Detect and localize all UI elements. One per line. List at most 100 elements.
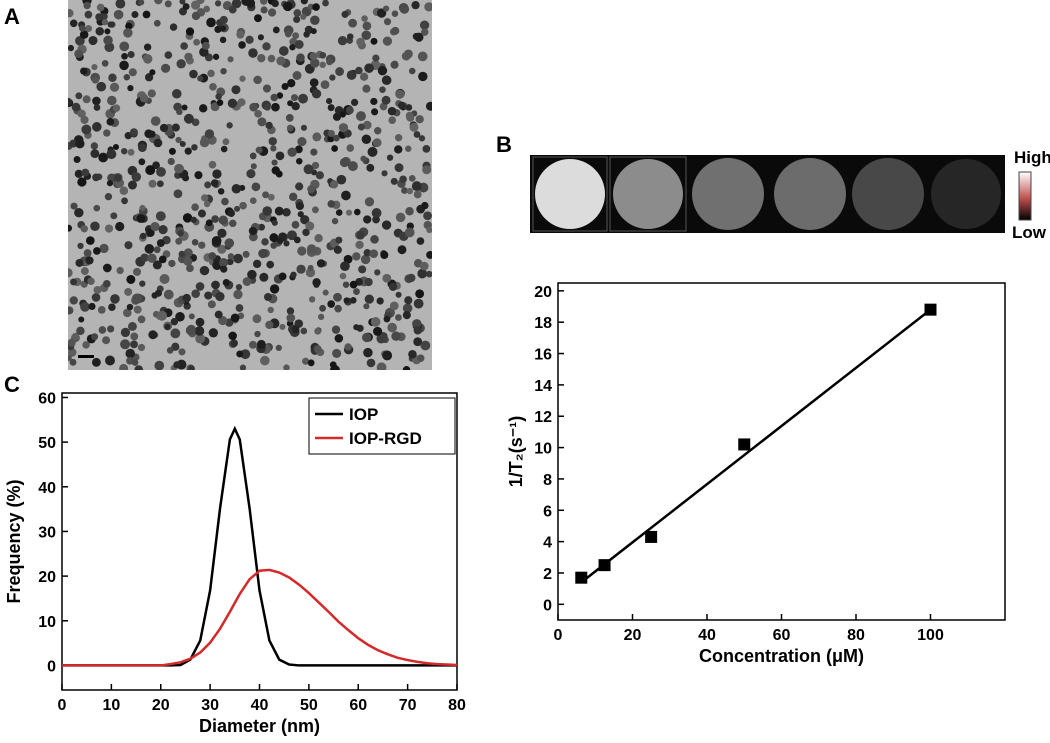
particle	[126, 274, 136, 284]
particle	[380, 250, 389, 259]
particle	[415, 115, 424, 124]
particle	[164, 323, 171, 330]
particle	[74, 49, 83, 58]
particle	[309, 78, 319, 87]
particle	[106, 149, 117, 160]
x-tick-label: 60	[349, 697, 367, 714]
y-tick-label: 30	[38, 524, 56, 541]
particle	[297, 246, 307, 256]
particle	[279, 323, 286, 330]
particle	[219, 15, 228, 25]
particle	[394, 145, 403, 154]
particle	[197, 209, 206, 218]
particle	[98, 152, 109, 163]
particle	[257, 117, 267, 127]
particle	[103, 129, 111, 137]
particle	[131, 11, 139, 19]
particle	[346, 33, 354, 40]
particle	[319, 51, 327, 59]
particle	[333, 292, 342, 302]
particle	[417, 51, 428, 62]
particle	[172, 88, 182, 99]
particle	[179, 0, 186, 5]
particle	[90, 149, 100, 159]
particle	[102, 280, 111, 288]
particle	[153, 19, 161, 27]
particle	[218, 215, 228, 225]
particle	[227, 209, 236, 217]
particle	[408, 67, 416, 75]
particle	[80, 267, 89, 276]
particle	[287, 230, 297, 241]
particle	[171, 123, 180, 132]
particle	[164, 51, 173, 59]
particle	[329, 74, 336, 81]
particle	[148, 130, 156, 138]
particle	[191, 203, 199, 211]
particle	[144, 73, 154, 82]
particle	[371, 208, 382, 218]
x-tick-label: 50	[300, 697, 318, 714]
particle	[381, 220, 392, 230]
particle	[361, 15, 368, 22]
particle	[366, 163, 375, 172]
particle	[87, 277, 95, 285]
particle	[191, 144, 198, 151]
y-axis-label: 1/T₂(s⁻¹)	[506, 416, 526, 488]
particle	[219, 258, 229, 268]
particle	[84, 10, 93, 19]
particle	[391, 10, 399, 17]
particle	[278, 46, 289, 56]
y-tick-label: 40	[38, 480, 56, 497]
particle	[175, 311, 185, 322]
particle	[382, 5, 390, 12]
particle	[260, 6, 268, 14]
particle	[413, 190, 422, 199]
particle	[394, 134, 403, 142]
particle	[364, 294, 374, 304]
fit-line	[580, 308, 932, 584]
particle	[236, 30, 245, 39]
particle	[107, 21, 114, 28]
colorbar-label: Low	[1012, 223, 1047, 242]
particle	[399, 4, 410, 14]
particle	[98, 326, 107, 334]
particle	[298, 93, 309, 104]
particle	[395, 291, 402, 298]
particle	[180, 42, 188, 50]
particle	[71, 102, 81, 112]
particle	[77, 177, 87, 187]
particle	[248, 48, 258, 58]
particle	[164, 0, 172, 8]
particle	[412, 319, 422, 329]
x-tick-label: 30	[201, 697, 219, 714]
particle	[252, 259, 262, 269]
particle	[211, 280, 220, 290]
particle	[310, 148, 318, 156]
particle	[329, 361, 337, 369]
particle	[269, 284, 280, 294]
particle	[281, 83, 289, 91]
particle	[239, 201, 247, 210]
particle	[145, 165, 156, 176]
particle	[208, 252, 217, 260]
particle	[107, 325, 115, 333]
particle	[195, 317, 205, 327]
particle	[381, 95, 391, 105]
particle	[127, 85, 134, 92]
particle	[271, 102, 280, 112]
particle	[191, 238, 199, 246]
particle	[255, 146, 263, 154]
particle	[327, 300, 336, 308]
particle	[310, 28, 317, 35]
particle	[341, 10, 349, 18]
particle	[327, 135, 335, 143]
particle	[285, 114, 294, 122]
particle	[159, 273, 170, 284]
particle	[345, 209, 353, 216]
particle	[253, 75, 262, 85]
particle	[182, 213, 193, 223]
particle	[159, 123, 169, 133]
particle	[96, 3, 105, 12]
particle	[242, 250, 250, 258]
